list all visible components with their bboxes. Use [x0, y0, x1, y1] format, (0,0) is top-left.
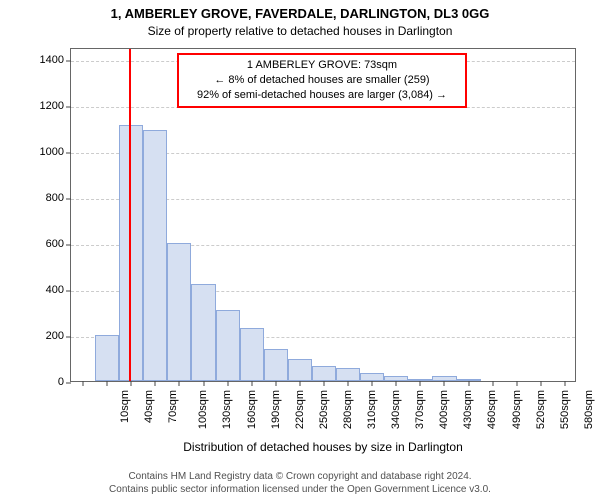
- annotation-line-2: ← 8% of detached houses are smaller (259…: [185, 73, 459, 88]
- ytick-mark: [66, 290, 71, 291]
- xtick-mark: [83, 381, 84, 386]
- histogram-bar: [143, 130, 167, 381]
- xtick-label: 520sqm: [535, 390, 547, 429]
- xtick-label: 310sqm: [366, 390, 378, 429]
- xtick-mark: [203, 381, 204, 386]
- xtick-label: 370sqm: [414, 390, 426, 429]
- xtick-mark: [155, 381, 156, 386]
- xtick-label: 40sqm: [143, 390, 155, 423]
- histogram-bar: [95, 335, 119, 381]
- xtick-mark: [444, 381, 445, 386]
- ytick-mark: [66, 244, 71, 245]
- xtick-label: 250sqm: [318, 390, 330, 429]
- xtick-label: 70sqm: [167, 390, 179, 423]
- chart-container: 1, AMBERLEY GROVE, FAVERDALE, DARLINGTON…: [0, 0, 600, 500]
- plot-area: 1 AMBERLEY GROVE: 73sqm ← 8% of detached…: [70, 48, 576, 382]
- ytick-label: 400: [0, 284, 64, 296]
- xtick-mark: [372, 381, 373, 386]
- footer-attribution: Contains HM Land Registry data © Crown c…: [0, 470, 600, 496]
- xtick-label: 130sqm: [222, 390, 234, 429]
- annotation-line-3: 92% of semi-detached houses are larger (…: [185, 88, 459, 103]
- ytick-mark: [66, 198, 71, 199]
- ytick-mark: [66, 336, 71, 337]
- ytick-mark: [66, 383, 71, 384]
- xtick-mark: [468, 381, 469, 386]
- xtick-mark: [275, 381, 276, 386]
- xtick-label: 340sqm: [390, 390, 402, 429]
- xtick-mark: [348, 381, 349, 386]
- histogram-bar: [167, 243, 191, 381]
- xtick-label: 190sqm: [270, 390, 282, 429]
- histogram-bar: [288, 359, 312, 381]
- title-sub: Size of property relative to detached ho…: [0, 24, 600, 38]
- xtick-mark: [107, 381, 108, 386]
- histogram-bar: [240, 328, 264, 381]
- ytick-mark: [66, 106, 71, 107]
- footer-line-1: Contains HM Land Registry data © Crown c…: [0, 470, 600, 483]
- reference-line: [129, 49, 131, 381]
- ytick-label: 1400: [0, 54, 64, 66]
- ytick-mark: [66, 60, 71, 61]
- ytick-mark: [66, 152, 71, 153]
- x-axis-label: Distribution of detached houses by size …: [70, 440, 576, 454]
- xtick-mark: [227, 381, 228, 386]
- ytick-label: 800: [0, 192, 64, 204]
- xtick-mark: [540, 381, 541, 386]
- xtick-mark: [516, 381, 517, 386]
- xtick-mark: [420, 381, 421, 386]
- xtick-mark: [131, 381, 132, 386]
- title-main: 1, AMBERLEY GROVE, FAVERDALE, DARLINGTON…: [0, 6, 600, 21]
- xtick-label: 10sqm: [119, 390, 131, 423]
- histogram-bar: [191, 284, 215, 381]
- ytick-label: 1200: [0, 100, 64, 112]
- xtick-mark: [324, 381, 325, 386]
- footer-line-2: Contains public sector information licen…: [0, 483, 600, 496]
- xtick-label: 490sqm: [511, 390, 523, 429]
- histogram-bar: [264, 349, 288, 381]
- xtick-label: 220sqm: [294, 390, 306, 429]
- ytick-label: 0: [0, 376, 64, 388]
- annotation-line-1: 1 AMBERLEY GROVE: 73sqm: [185, 58, 459, 73]
- annotation-box: 1 AMBERLEY GROVE: 73sqm ← 8% of detached…: [177, 53, 467, 108]
- xtick-label: 430sqm: [463, 390, 475, 429]
- xtick-label: 460sqm: [487, 390, 499, 429]
- ytick-label: 600: [0, 238, 64, 250]
- xtick-label: 160sqm: [246, 390, 258, 429]
- xtick-label: 550sqm: [559, 390, 571, 429]
- ytick-label: 200: [0, 330, 64, 342]
- xtick-mark: [564, 381, 565, 386]
- xtick-mark: [251, 381, 252, 386]
- xtick-mark: [492, 381, 493, 386]
- xtick-label: 280sqm: [342, 390, 354, 429]
- histogram-bar: [360, 373, 384, 381]
- xtick-label: 100sqm: [197, 390, 209, 429]
- xtick-label: 580sqm: [583, 390, 595, 429]
- histogram-bar: [216, 310, 240, 381]
- histogram-bar: [312, 366, 336, 381]
- histogram-bar: [119, 125, 143, 381]
- histogram-bar: [336, 368, 360, 381]
- xtick-mark: [396, 381, 397, 386]
- xtick-label: 400sqm: [438, 390, 450, 429]
- ytick-label: 1000: [0, 146, 64, 158]
- xtick-mark: [179, 381, 180, 386]
- xtick-mark: [299, 381, 300, 386]
